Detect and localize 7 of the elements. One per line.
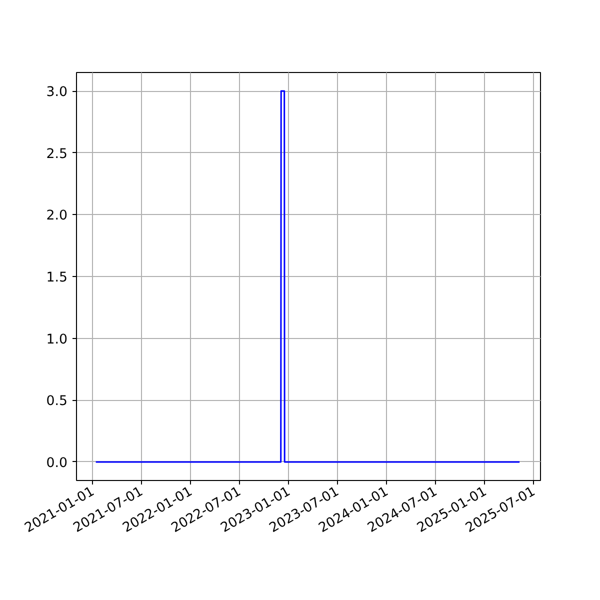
y-tick-label: 1.5 xyxy=(46,270,68,286)
y-tick-label: 0.5 xyxy=(46,394,68,410)
y-tick-label: 2.0 xyxy=(46,208,68,224)
y-tick-label: 1.0 xyxy=(46,332,68,348)
y-tick-label: 3.0 xyxy=(46,85,68,100)
y-tick-label: 2.5 xyxy=(46,146,68,162)
y-tick-label: 0.0 xyxy=(46,456,68,471)
